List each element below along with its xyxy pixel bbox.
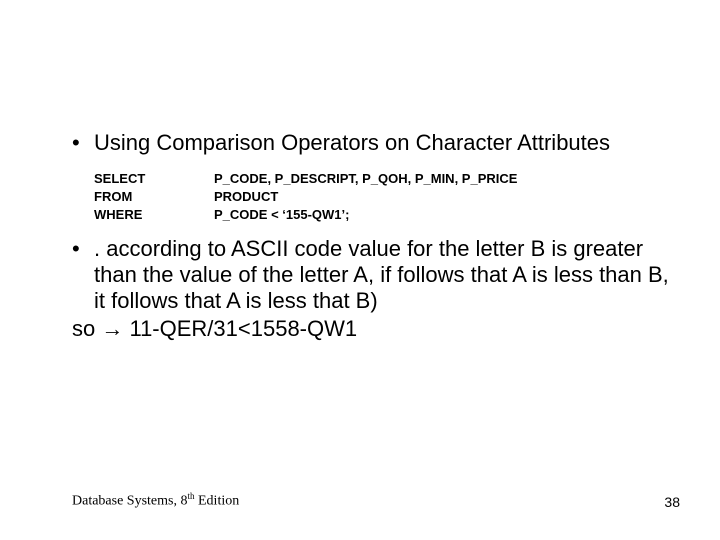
slide: • Using Comparison Operators on Characte… — [0, 0, 720, 540]
sql-row: WHERE P_CODE < ‘155-QW1’; — [94, 206, 672, 224]
sql-body: P_CODE < ‘155-QW1’; — [214, 206, 349, 224]
sql-keyword: FROM — [94, 188, 214, 206]
footer-book-prefix: Database Systems, 8 — [72, 494, 187, 509]
sql-keyword: WHERE — [94, 206, 214, 224]
bullet-item: • Using Comparison Operators on Characte… — [72, 130, 672, 156]
so-line: so → 11-QER/31<1558-QW1 — [72, 316, 672, 342]
footer-book-sup: th — [187, 491, 194, 501]
so-rest: 11-QER/31<1558-QW1 — [123, 316, 357, 341]
so-prefix: so — [72, 316, 101, 341]
footer-book-suffix: Edition — [195, 494, 240, 509]
bullet-text: . according to ASCII code value for the … — [94, 236, 672, 314]
bullet-glyph: • — [72, 236, 94, 314]
bullet-glyph: • — [72, 130, 94, 156]
sql-keyword: SELECT — [94, 170, 214, 188]
slide-content: • Using Comparison Operators on Characte… — [72, 130, 672, 342]
sql-row: FROM PRODUCT — [94, 188, 672, 206]
bullet-text: Using Comparison Operators on Character … — [94, 130, 610, 156]
footer-book: Database Systems, 8th Edition — [72, 491, 239, 510]
sql-body: PRODUCT — [214, 188, 278, 206]
sql-row: SELECT P_CODE, P_DESCRIPT, P_QOH, P_MIN,… — [94, 170, 672, 188]
bullet-item: • . according to ASCII code value for th… — [72, 236, 672, 314]
sql-body: P_CODE, P_DESCRIPT, P_QOH, P_MIN, P_PRIC… — [214, 170, 517, 188]
arrow-icon: → — [101, 316, 123, 341]
page-number: 38 — [664, 494, 680, 510]
sql-block: SELECT P_CODE, P_DESCRIPT, P_QOH, P_MIN,… — [94, 170, 672, 224]
